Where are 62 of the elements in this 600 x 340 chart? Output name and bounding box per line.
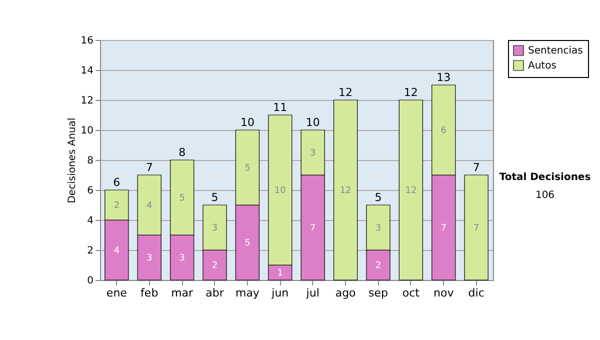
bar <box>333 100 358 280</box>
data-label: 12 <box>405 186 417 196</box>
total-label: 10 <box>306 116 320 129</box>
y-tick-label: 8 <box>87 156 94 166</box>
x-tick-label: sep <box>368 286 388 300</box>
total-label: 5 <box>211 191 218 204</box>
data-label: 2 <box>375 261 382 271</box>
legend-label: Sentencias <box>528 46 583 56</box>
y-tick-label: 14 <box>80 66 94 76</box>
total-label: 7 <box>146 161 153 174</box>
text: Total Decisiones <box>498 172 592 183</box>
x-tick-label: oct <box>402 286 420 300</box>
x-tick-label: ago <box>335 286 356 300</box>
x-tick-label: may <box>235 286 260 300</box>
x-tick-label: feb <box>140 286 158 300</box>
total-label: 5 <box>374 191 382 204</box>
x-tick-label: abr <box>206 286 224 300</box>
y-tick-label: 12 <box>80 96 94 106</box>
data-label: 2 <box>114 201 120 211</box>
x-tick-label: mar <box>171 286 194 300</box>
data-label: 3 <box>310 148 316 158</box>
data-label: 3 <box>375 224 382 234</box>
data-label: 1 <box>277 268 284 278</box>
data-label: 10 <box>274 186 286 196</box>
total-label: 13 <box>436 71 451 84</box>
y-tick-label: 10 <box>80 126 94 136</box>
y-axis-title: Decisiones Anual <box>66 118 78 204</box>
x-tick-label: jul <box>305 286 320 300</box>
legend-label: Autos <box>528 60 556 72</box>
y-tick-label: 2 <box>87 246 94 256</box>
data-label: 5 <box>244 238 250 248</box>
y-tick-label: 6 <box>87 186 94 196</box>
bar <box>464 174 488 280</box>
data-label: 7 <box>310 224 316 234</box>
data-label: 2 <box>212 261 218 271</box>
text: 106 <box>534 190 556 201</box>
total-label: 11 <box>273 101 288 114</box>
x-tick-label: ene <box>106 286 128 300</box>
total-label: 7 <box>472 161 480 174</box>
data-label: 5 <box>179 194 185 204</box>
bar <box>398 100 424 280</box>
data-label: 7 <box>473 224 480 234</box>
data-label: 12 <box>340 186 352 196</box>
total-label: 8 <box>178 146 186 159</box>
total-label: 6 <box>113 176 120 189</box>
data-label: 7 <box>440 224 446 234</box>
y-tick-label: 0 <box>87 276 94 286</box>
data-label: 4 <box>146 201 153 211</box>
y-tick-label: 4 <box>87 216 94 226</box>
data-label: 3 <box>179 254 185 264</box>
total-label: 10 <box>240 116 254 129</box>
x-tick-label: jun <box>270 286 289 300</box>
data-label: 3 <box>146 254 152 264</box>
x-tick-label: dic <box>468 286 484 300</box>
data-label: 3 <box>212 224 218 234</box>
total-label: 12 <box>338 86 353 99</box>
data-label: 4 <box>114 246 120 256</box>
x-tick-label: nov <box>434 286 454 300</box>
total-label: 12 <box>404 86 418 99</box>
data-label: 6 <box>440 126 447 136</box>
y-tick-label: 16 <box>80 36 94 46</box>
data-label: 5 <box>244 164 250 174</box>
